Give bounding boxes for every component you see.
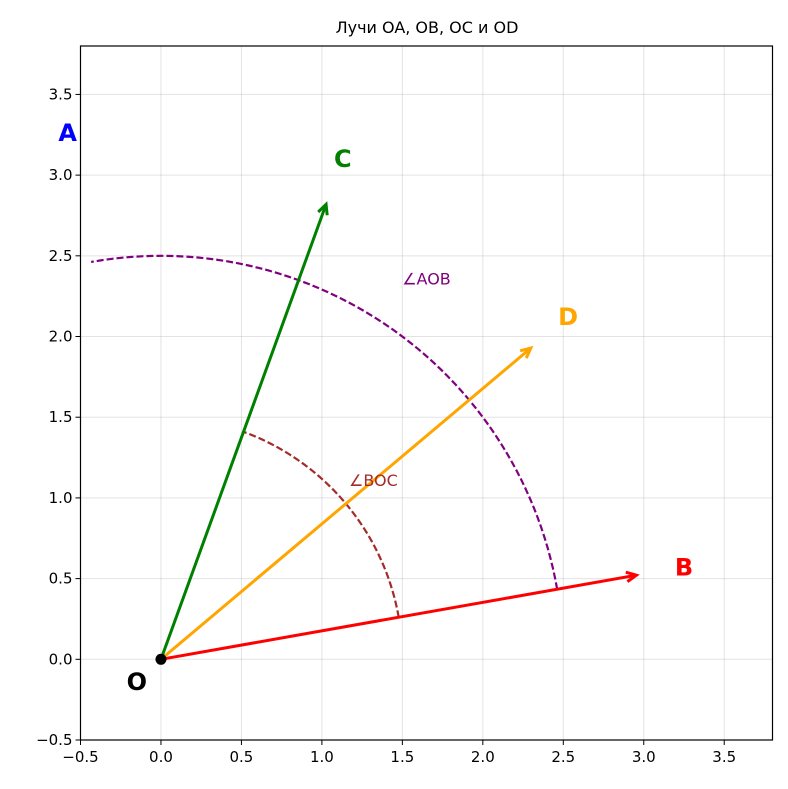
origin-point bbox=[155, 653, 167, 665]
x-tick-label: 2.0 bbox=[471, 748, 495, 766]
arrowhead-oc bbox=[317, 201, 329, 216]
y-tick-label: 2.0 bbox=[49, 328, 73, 346]
ray-label-b: B bbox=[675, 553, 693, 581]
ray-label-c: C bbox=[334, 145, 352, 173]
y-tick-label: 1.0 bbox=[49, 489, 73, 507]
origin-label: O bbox=[127, 668, 147, 696]
axes-frame bbox=[79, 45, 774, 741]
x-tick-label: 0.5 bbox=[230, 748, 254, 766]
chart-title: Лучи OA, OB, OC и OD bbox=[336, 18, 519, 37]
ray-label-d: D bbox=[558, 303, 578, 331]
x-tick-label: −0.5 bbox=[62, 748, 98, 766]
y-tick-label: 2.5 bbox=[49, 247, 73, 265]
arc-label-boc: ∠BOC bbox=[349, 471, 398, 490]
arc-label-aob: ∠AOB bbox=[402, 269, 451, 288]
x-tick-label: 3.0 bbox=[632, 748, 656, 766]
y-tick-label: 0.5 bbox=[49, 570, 73, 588]
y-tick-label: −0.5 bbox=[36, 731, 72, 749]
x-tick-label: 2.5 bbox=[551, 748, 575, 766]
y-tick-label: 0.0 bbox=[49, 650, 73, 668]
point-label-a: A bbox=[58, 119, 77, 147]
x-tick-label: 1.0 bbox=[310, 748, 334, 766]
x-tick-label: 0.0 bbox=[149, 748, 173, 766]
ray-od bbox=[159, 346, 532, 661]
y-tick-label: 1.5 bbox=[49, 408, 73, 426]
ray-ob bbox=[160, 573, 637, 661]
arrowhead-od bbox=[519, 345, 534, 359]
y-tick-label: 3.0 bbox=[49, 166, 73, 184]
y-tick-label: 3.5 bbox=[49, 85, 73, 103]
x-tick-label: 3.5 bbox=[712, 748, 736, 766]
x-tick-label: 1.5 bbox=[390, 748, 414, 766]
plot-area bbox=[80, 46, 773, 740]
arrowhead-ob bbox=[625, 570, 640, 583]
arc-aob bbox=[90, 254, 559, 590]
ray-oc bbox=[159, 203, 328, 660]
